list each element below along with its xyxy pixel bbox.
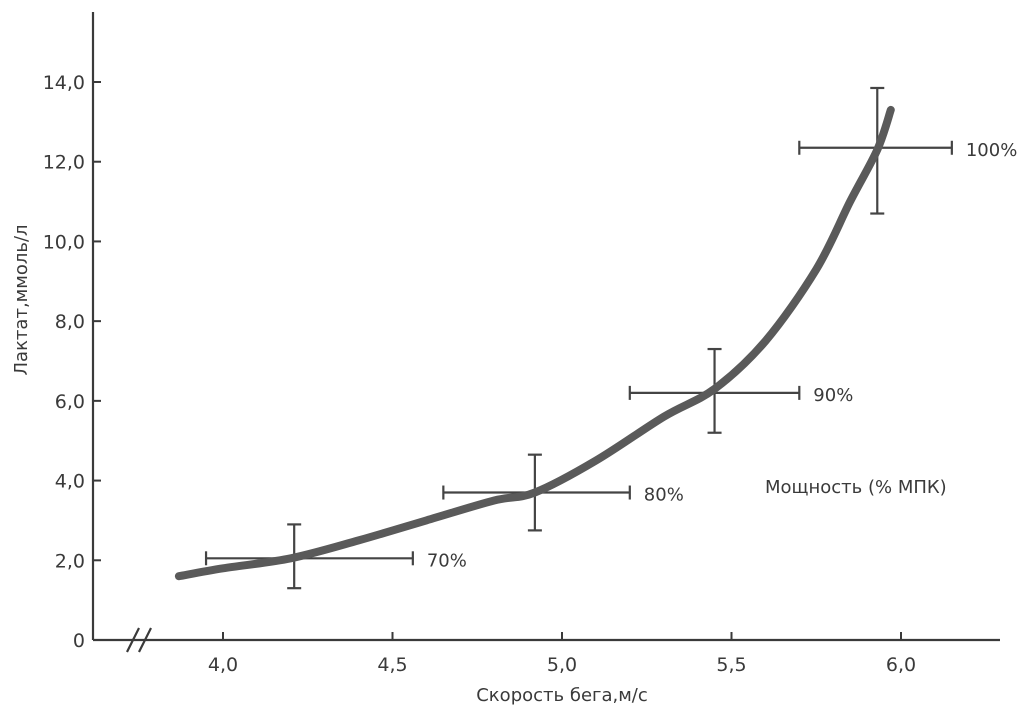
x-tick-label: 4,5 (377, 654, 407, 676)
point-label: 90% (813, 385, 853, 406)
x-tick-label: 4,0 (208, 654, 238, 676)
power-annotation: Мощность (% МПК) (765, 477, 947, 498)
axes (91, 12, 1000, 653)
y-tick-label: 2,0 (55, 550, 85, 572)
y-tick-label: 12,0 (43, 152, 85, 174)
axis-break-mark (126, 627, 140, 653)
tick-group: 0 2,0 4,0 6,0 8,0 10,0 12,0 14,0 4,0 4,5 5,0 5,5 6,0 (43, 72, 916, 676)
point-label: 70% (427, 550, 467, 571)
x-tick-label: 5,5 (716, 654, 746, 676)
y-tick-label: 8,0 (55, 311, 85, 333)
y-axis-title: Лактат,ммоль/л (11, 224, 32, 375)
point-label: 100% (966, 140, 1017, 161)
y-tick-label: 10,0 (43, 231, 85, 253)
error-bars (204, 86, 953, 590)
y-tick-label: 6,0 (55, 391, 85, 413)
point-label: 80% (644, 485, 684, 506)
x-tick-label: 6,0 (886, 654, 916, 676)
axis-break-mark (138, 627, 152, 653)
lactate-curve (174, 105, 895, 581)
x-tick-label: 5,0 (547, 654, 577, 676)
y-tick-label: 4,0 (55, 471, 85, 493)
x-axis-title: Скорость бега,м/с (476, 685, 648, 706)
y-tick-label: 14,0 (43, 72, 85, 94)
y-tick-label: 0 (73, 630, 85, 652)
point-labels: 70% 80% 90% 100% (427, 140, 1017, 572)
